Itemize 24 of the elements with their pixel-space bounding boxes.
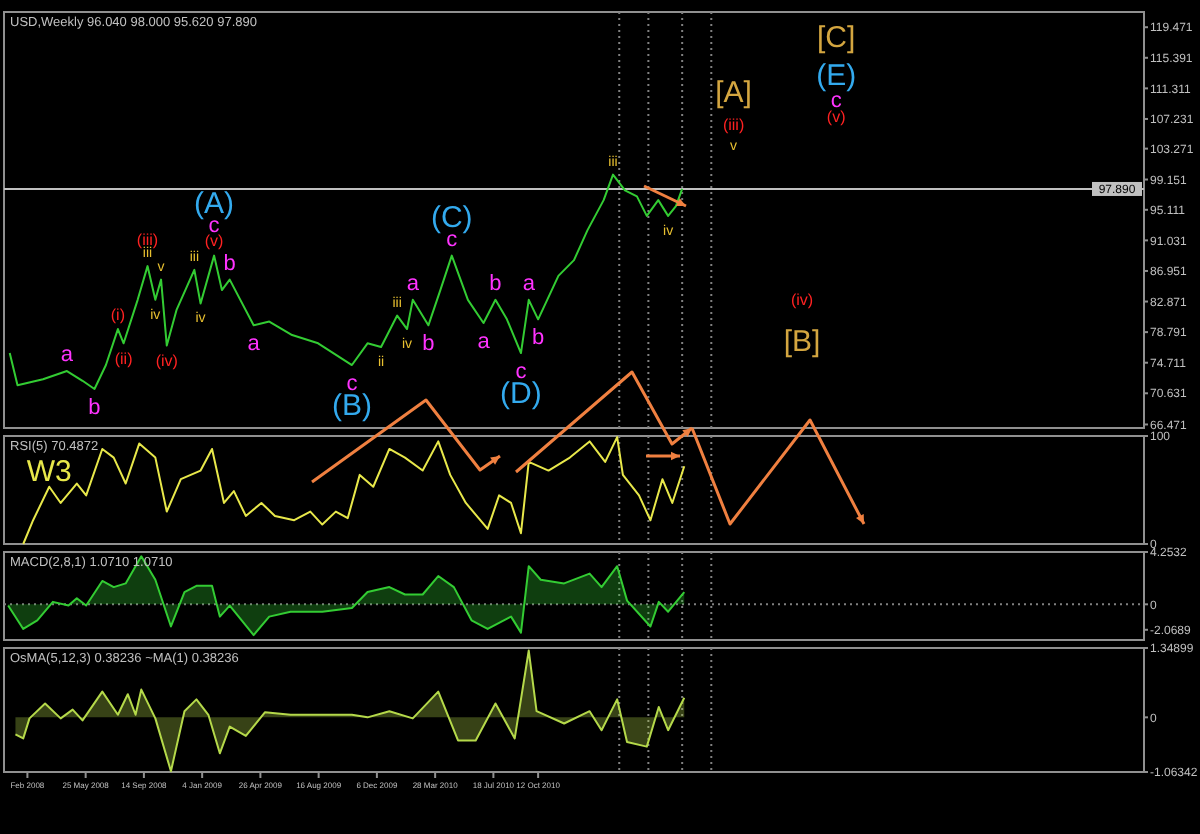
annotation: [A] (715, 75, 752, 110)
annotation: (iv) (155, 351, 179, 370)
annotation: (A) (194, 187, 235, 222)
annotation: (iii) (136, 231, 159, 250)
annotation: W3 (26, 455, 72, 490)
annotation: b (489, 272, 502, 297)
annotation: (iii) (722, 115, 745, 134)
annotation: b (531, 326, 545, 351)
annotation: (i) (110, 305, 126, 324)
annotation: (E) (816, 58, 857, 93)
annotation: [B] (783, 325, 821, 360)
annotation: a (247, 332, 262, 357)
annotation: b (422, 332, 435, 357)
annotation: (ii) (114, 349, 134, 368)
annotation: (v) (204, 232, 225, 251)
annotation: [C] (817, 21, 856, 56)
annotation: (iv) (790, 290, 814, 309)
annotation: a (522, 272, 537, 297)
annotation: a (477, 330, 492, 354)
annotation: b (88, 395, 101, 420)
annotation: a (406, 272, 421, 297)
annotation: a (60, 343, 75, 368)
annotation: b (223, 252, 236, 277)
annotation: (v) (826, 107, 847, 126)
